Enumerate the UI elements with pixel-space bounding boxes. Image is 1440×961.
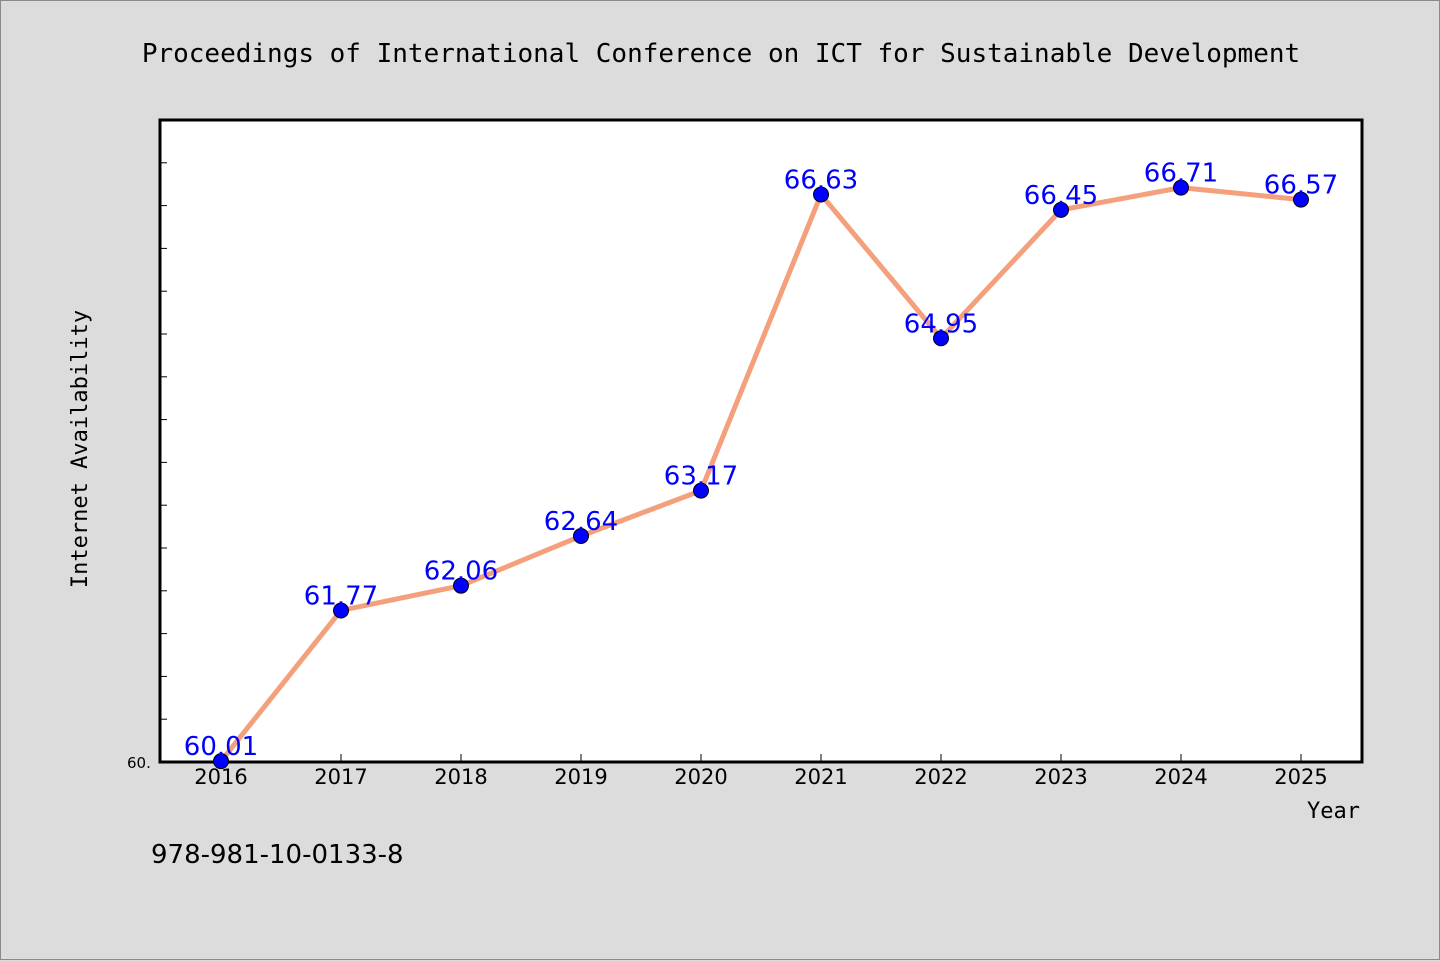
data-point (573, 528, 589, 545)
y-tick-label: 60. (127, 754, 151, 772)
x-axis-tick-labels: 2016 2017 2018 2019 2020 2021 2022 2023 2024 2025 (194, 765, 1327, 789)
x-tick-label: 2020 (674, 765, 727, 789)
data-point (213, 753, 229, 770)
data-point (1293, 191, 1309, 208)
isbn-footer: 978-981-10-0133-8 (151, 840, 404, 870)
data-point (1053, 201, 1069, 218)
data-label: 62.64 (544, 507, 618, 537)
x-axis-label: Year (1307, 799, 1360, 824)
data-label: 61.77 (304, 581, 378, 611)
data-label: 60.01 (184, 732, 258, 762)
x-tick-label: 2018 (434, 765, 487, 789)
data-point (693, 482, 709, 499)
x-tick-label: 2021 (794, 765, 847, 789)
x-tick-label: 2023 (1034, 765, 1087, 789)
data-point (333, 602, 349, 619)
data-point (1173, 179, 1189, 196)
x-tick-label: 2025 (1274, 765, 1327, 789)
data-point (813, 186, 829, 203)
data-label: 63.17 (664, 462, 738, 492)
data-label: 66.71 (1144, 159, 1218, 189)
chart-title: Proceedings of International Conference … (142, 39, 1300, 69)
series-markers (213, 179, 1309, 770)
series-line (219, 185, 1302, 763)
data-label: 62.06 (424, 557, 498, 587)
data-label: 66.63 (784, 165, 858, 195)
data-point (933, 330, 949, 347)
x-tick-label: 2017 (314, 765, 367, 789)
data-label: 66.57 (1264, 171, 1338, 201)
plot-area (158, 118, 1364, 764)
data-label: 66.45 (1024, 181, 1098, 211)
x-tick-label: 2022 (914, 765, 967, 789)
y-axis-label: Internet Availability (68, 310, 93, 588)
x-tick-label: 2019 (554, 765, 607, 789)
x-tick-label: 2024 (1154, 765, 1207, 789)
data-label: 64.95 (904, 309, 978, 339)
y-axis-ticks (160, 119, 167, 763)
data-labels: 60.01 61.77 62.06 62.64 63.17 66.63 64.95 66.45… (184, 159, 1338, 763)
data-point (453, 577, 469, 594)
